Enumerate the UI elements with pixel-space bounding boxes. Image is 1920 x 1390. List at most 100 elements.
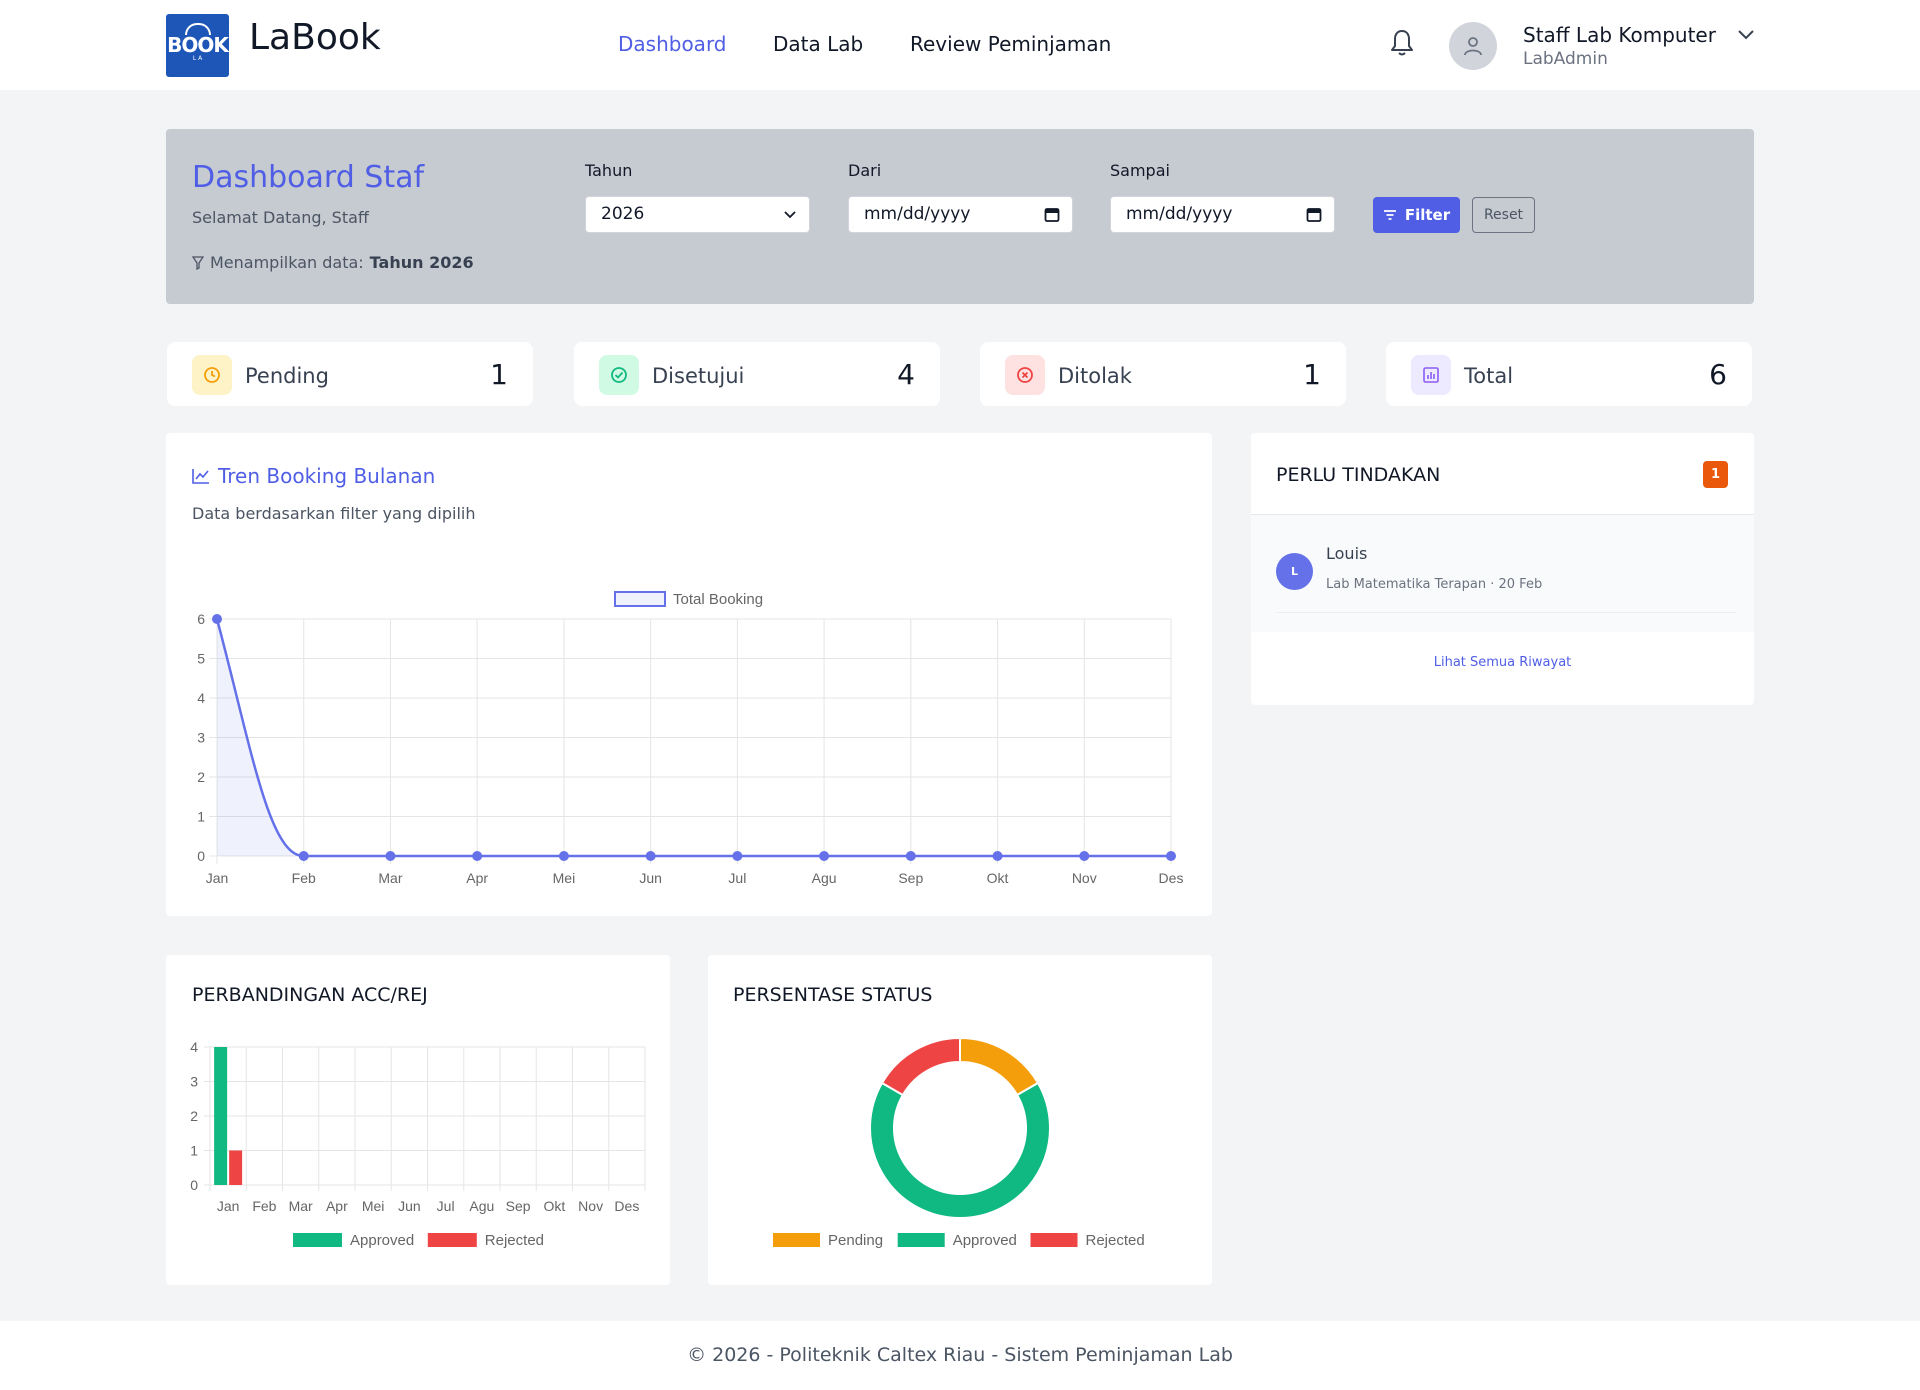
data-point [905, 851, 916, 861]
y-tick-label: 6 [197, 611, 205, 627]
logo-text: BOOK [167, 32, 229, 57]
nav-review-peminjaman[interactable]: Review Peminjaman [910, 32, 1112, 56]
brand-name[interactable]: LaBook [249, 17, 381, 58]
filter-info-prefix: Menampilkan data: [210, 253, 364, 272]
from-label: Dari [848, 161, 882, 180]
brand-logo[interactable]: BOOK L A [166, 14, 229, 77]
legend-label: Rejected [1086, 1232, 1145, 1249]
y-tick-label: 0 [190, 1177, 198, 1193]
check-circle-icon [599, 355, 639, 395]
book-icon [184, 23, 211, 35]
trend-subtitle: Data berdasarkan filter yang dipilih [192, 504, 476, 523]
year-select-value: 2026 [601, 204, 645, 224]
trend-title-text: Tren Booking Bulanan [218, 464, 436, 488]
divider [1276, 612, 1736, 613]
x-tick-label: Nov [1072, 870, 1097, 886]
user-avatar[interactable] [1449, 22, 1497, 70]
action-title: PERLU TINDAKAN [1276, 464, 1441, 486]
legend-swatch [773, 1233, 820, 1247]
y-tick-label: 2 [197, 769, 205, 785]
data-point [819, 851, 830, 861]
page-title: Dashboard Staf [192, 160, 425, 195]
divider [1251, 514, 1754, 515]
trend-title: Tren Booking Bulanan [192, 462, 435, 490]
data-point [298, 851, 309, 861]
legend-label: Total Booking [673, 591, 763, 608]
filter-button[interactable]: Filter [1373, 197, 1460, 233]
x-tick-label: Jan [206, 870, 229, 886]
x-tick-label: Apr [326, 1198, 348, 1214]
x-tick-label: Agu [469, 1198, 494, 1214]
chevron-down-icon [784, 211, 796, 219]
filter-info-value: Tahun 2026 [369, 253, 474, 272]
stat-label: Pending [245, 364, 329, 388]
x-tick-label: Des [1159, 870, 1184, 886]
donut-slice [869, 1081, 1051, 1219]
data-point [385, 851, 396, 861]
to-date-input[interactable]: mm/dd/yyyy [1110, 196, 1335, 233]
x-tick-label: Jun [639, 870, 662, 886]
acc-rej-title: PERBANDINGAN ACC/REJ [192, 984, 428, 1006]
x-tick-label: Jan [217, 1198, 240, 1214]
legend-swatch [427, 1233, 477, 1247]
data-point [472, 851, 483, 861]
nav-data-lab[interactable]: Data Lab [773, 32, 864, 56]
year-label: Tahun [585, 161, 633, 180]
legend-swatch [293, 1233, 342, 1247]
y-tick-label: 5 [197, 651, 205, 667]
x-tick-label: Feb [252, 1198, 276, 1214]
filter-lines-icon [1383, 210, 1396, 220]
reset-button[interactable]: Reset [1472, 197, 1535, 233]
stat-value: 1 [1303, 358, 1321, 391]
legend-swatch [1030, 1233, 1078, 1247]
y-tick-label: 1 [197, 809, 205, 825]
acc-rej-bar-chart: 0 1 2 3 4 Jan Feb Mar Apr Mei Jun Jul Agu Sep Okt Nov De… [190, 1039, 646, 1249]
legend-label: Approved [350, 1232, 414, 1249]
calendar-icon[interactable] [1044, 206, 1060, 223]
donut-slice [959, 1036, 1040, 1097]
from-date-placeholder: mm/dd/yyyy [864, 204, 971, 224]
footer-text: © 2026 - Politeknik Caltex Riau - Sistem… [687, 1344, 1233, 1366]
data-point [212, 614, 222, 624]
footer [0, 1321, 1920, 1390]
x-circle-icon [1005, 355, 1045, 395]
chevron-down-icon[interactable] [1736, 27, 1756, 43]
x-tick-label: Apr [466, 870, 488, 886]
x-tick-label: Mar [378, 870, 402, 886]
top-navbar [0, 0, 1920, 90]
x-tick-label: Jun [398, 1198, 421, 1214]
x-tick-label: Mei [553, 870, 576, 886]
legend-swatch [897, 1233, 945, 1247]
donut-slice [880, 1036, 961, 1097]
y-tick-label: 1 [190, 1143, 198, 1159]
trend-card [166, 433, 1212, 916]
status-card [708, 955, 1212, 1285]
acc-rej-card [166, 955, 670, 1285]
data-point [1166, 851, 1176, 861]
legend-label: Approved [953, 1232, 1017, 1249]
x-tick-label: Nov [578, 1198, 603, 1214]
welcome-text: Selamat Datang, Staff [192, 208, 369, 227]
bell-icon[interactable] [1389, 28, 1415, 58]
user-name[interactable]: Staff Lab Komputer [1523, 23, 1716, 47]
logo-subtext: L A [192, 54, 203, 62]
user-role: LabAdmin [1523, 49, 1608, 69]
calendar-icon[interactable] [1306, 206, 1322, 223]
y-tick-label: 4 [190, 1039, 198, 1055]
stat-card-pending: Pending 1 [167, 342, 533, 406]
x-tick-label: Jul [728, 870, 746, 886]
filter-info: Menampilkan data: Tahun 2026 [192, 252, 474, 274]
view-all-history-link[interactable]: Lihat Semua Riwayat [1433, 655, 1572, 670]
x-tick-label: Des [614, 1198, 639, 1214]
clock-icon [192, 355, 232, 395]
action-item-name[interactable]: Louis [1326, 544, 1368, 563]
user-icon [1464, 37, 1482, 56]
avatar: L [1276, 553, 1313, 590]
funnel-icon [192, 256, 204, 270]
year-select[interactable]: 2026 [585, 196, 810, 233]
legend-label: Pending [828, 1232, 883, 1249]
x-tick-label: Okt [543, 1198, 565, 1214]
x-tick-label: Mei [362, 1198, 385, 1214]
nav-dashboard[interactable]: Dashboard [618, 32, 727, 56]
from-date-input[interactable]: mm/dd/yyyy [848, 196, 1073, 233]
